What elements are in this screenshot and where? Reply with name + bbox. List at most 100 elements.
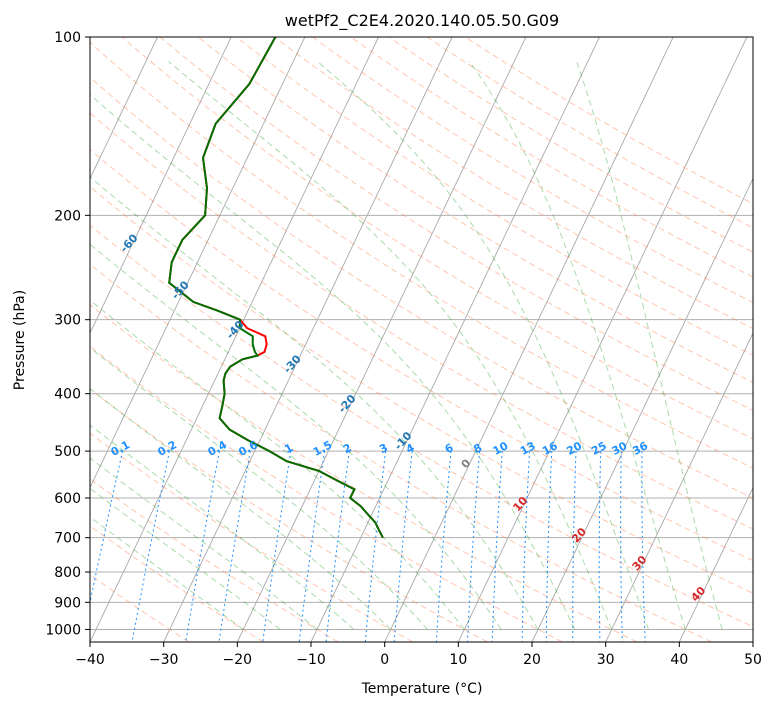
mixing-ratio-line: [185, 451, 220, 642]
y-tick-label: 800: [54, 565, 81, 581]
axes: −40 −30 −20 −10 0 10 20 30 40 5010020030040050060…: [45, 30, 762, 668]
y-axis-title: Pressure (hPa): [12, 290, 28, 390]
moist-adiabat-line: [90, 93, 576, 630]
isotherm-line: [457, 37, 748, 642]
moist-adiabat-line: [90, 243, 502, 630]
x-tick-label: 10: [449, 652, 467, 668]
mixing-ratio-label: 36: [630, 439, 650, 458]
moist-adiabat-line: [90, 176, 539, 630]
dry-adiabat-line: [159, 37, 753, 411]
dry-adiabat-line: [350, 37, 753, 278]
moist-adiabat-line: [469, 61, 686, 630]
dry-adiabat-line: [90, 148, 753, 562]
temperature-profile-line: [168, 37, 384, 539]
background-lines: [0, 37, 753, 642]
dry-adiabat-line: [90, 224, 753, 628]
dry-adiabat-line: [90, 112, 753, 530]
mixing-ratio-label: 6: [443, 441, 456, 456]
mixing-ratio-label: 0.4: [206, 438, 230, 459]
y-tick-label: 300: [54, 313, 81, 329]
dry-adiabat-line: [90, 186, 753, 594]
y-tick-label: 200: [54, 208, 81, 224]
mixing-ratio-label: 1.5: [311, 438, 334, 459]
isotherm-line: [752, 640, 753, 642]
mixing-ratio-label: 25: [589, 439, 609, 458]
mixing-ratio-line: [325, 451, 350, 642]
mixing-ratio-line: [545, 451, 553, 642]
mixing-ratio-line: [598, 451, 602, 642]
isotherm-line: [90, 37, 380, 642]
plot-frame: [89, 36, 754, 643]
mixing-ratio-label: 30: [610, 439, 630, 458]
mixing-ratio-line: [435, 451, 452, 642]
dry-adiabat-line: [90, 41, 753, 469]
moist-adiabat-line: [90, 388, 392, 630]
mixing-ratio-line: [641, 451, 646, 642]
dry-adiabat-line: [90, 263, 712, 642]
mixing-ratio-label: 10: [491, 439, 511, 458]
isotherm-line: [310, 37, 601, 642]
isotherm-label: -80: [12, 144, 35, 168]
dry-adiabat-line: [464, 37, 753, 205]
mixing-ratio-label: 16: [540, 439, 560, 458]
mixing-ratio-label: 20: [564, 439, 584, 458]
mixing-ratio-line: [572, 451, 577, 642]
dry-adiabat-line: [90, 76, 753, 499]
moist-adiabat-line: [90, 487, 281, 630]
y-tick-label: 500: [54, 444, 81, 460]
isotherm-line: [236, 37, 527, 642]
mixing-ratio-line: [364, 451, 387, 642]
x-tick-label: 0: [380, 652, 389, 668]
dry-adiabat-line: [90, 525, 264, 642]
isotherm-line: [678, 486, 753, 642]
x-tick-label: −10: [296, 652, 326, 668]
x-tick-label: 30: [597, 652, 615, 668]
dry-adiabat-line: [236, 37, 753, 356]
y-tick-label: 400: [54, 387, 81, 403]
y-tick-label: 700: [54, 531, 81, 547]
isotherm-label: -60: [118, 231, 141, 255]
x-tick-label: −40: [75, 652, 105, 668]
dry-adiabat-line: [388, 37, 753, 253]
dry-adiabat-line: [90, 304, 638, 642]
x-tick-label: 40: [670, 652, 688, 668]
isotherm-line: [90, 37, 306, 489]
moist-adiabat-line: [576, 61, 723, 630]
x-tick-label: −20: [223, 652, 253, 668]
mixing-ratio-label: 0.6: [236, 438, 260, 459]
profile-lines: [168, 37, 384, 539]
mixing-ratio-label: 13: [518, 439, 538, 458]
dry-adiabat-line: [121, 37, 753, 440]
isotherm-line: [90, 37, 159, 180]
dry-adiabat-line: [90, 388, 488, 642]
mixing-ratio-line: [262, 451, 292, 642]
mixing-ratio-line: [620, 451, 623, 642]
moist-adiabat-line: [90, 424, 355, 630]
moist-adiabat-line: [317, 61, 649, 630]
mixing-ratio-label: 0.2: [156, 438, 179, 459]
mixing-ratio-line: [131, 451, 170, 642]
line-labels: 0.10.20.40.611.52346810131620253036-100-…: [12, 144, 709, 604]
moist-adiabat-line: [90, 299, 465, 630]
dry-adiabat-line: [426, 37, 753, 229]
mixing-ratio-label: 1: [282, 441, 295, 456]
warm-isotherm-label: 0: [459, 456, 474, 471]
isotherm-line: [384, 37, 674, 642]
dry-adiabat-line: [90, 345, 563, 642]
dry-adiabat-line: [90, 478, 339, 642]
x-axis-title: Temperature (°C): [361, 681, 483, 697]
mixing-ratio-label: 3: [377, 441, 390, 456]
chart-title: wetPf2_C2E4.2020.140.05.50.G09: [285, 11, 559, 31]
isotherm-label: -30: [281, 352, 304, 376]
isotherm-line: [531, 177, 753, 642]
mixing-ratio-line: [218, 451, 251, 642]
isotherm-line: [0, 37, 10, 642]
mixing-ratio-line: [90, 450, 124, 605]
x-tick-label: −30: [149, 652, 179, 668]
x-tick-label: 50: [744, 652, 762, 668]
y-tick-label: 900: [54, 595, 81, 611]
moist-adiabat-line: [90, 457, 318, 630]
y-tick-label: 100: [54, 30, 81, 46]
isotherm-line: [90, 37, 232, 335]
